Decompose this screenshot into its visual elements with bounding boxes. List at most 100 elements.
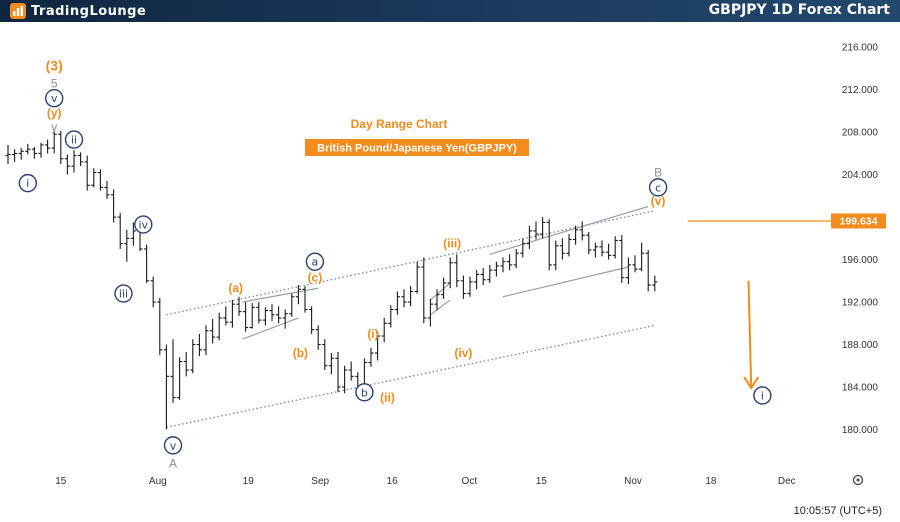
- ohlc-bar[interactable]: [256, 302, 262, 324]
- ohlc-bar[interactable]: [309, 306, 315, 334]
- ohlc-bar[interactable]: [460, 275, 466, 299]
- ohlc-bar[interactable]: [507, 254, 513, 271]
- ohlc-bar[interactable]: [368, 347, 374, 367]
- ohlc-bar[interactable]: [447, 257, 453, 289]
- ohlc-bar[interactable]: [546, 219, 552, 271]
- ohlc-bar[interactable]: [183, 351, 189, 377]
- ohlc-bar[interactable]: [441, 277, 447, 299]
- ohlc-bar[interactable]: [645, 250, 651, 292]
- ohlc-bar[interactable]: [210, 319, 216, 344]
- ohlc-bar[interactable]: [51, 130, 57, 154]
- ohlc-bar[interactable]: [64, 154, 70, 175]
- ohlc-bar[interactable]: [12, 149, 18, 162]
- ohlc-bar[interactable]: [177, 357, 183, 400]
- ohlc-bar[interactable]: [375, 331, 381, 361]
- ohlc-bar[interactable]: [78, 152, 84, 167]
- ohlc-bar[interactable]: [328, 353, 334, 375]
- ohlc-bar[interactable]: [520, 238, 526, 258]
- ohlc-bar[interactable]: [566, 234, 572, 257]
- ohlc-bar[interactable]: [480, 268, 486, 286]
- ohlc-bar[interactable]: [625, 257, 631, 284]
- ohlc-bar[interactable]: [388, 305, 394, 328]
- ohlc-bar[interactable]: [348, 361, 354, 381]
- ohlc-bar[interactable]: [394, 291, 400, 315]
- price-chart[interactable]: (3)5v(y)yiiiiviiivA(a)(b)a(c)b(i)(ii)(ii…: [0, 22, 900, 500]
- gear-ring: [852, 474, 864, 486]
- ohlc-bar[interactable]: [269, 304, 275, 322]
- ohlc-bar[interactable]: [632, 255, 638, 273]
- ohlc-bar[interactable]: [170, 339, 176, 403]
- ohlc-bar[interactable]: [612, 236, 618, 259]
- ohlc-bar[interactable]: [599, 240, 605, 257]
- ohlc-bar[interactable]: [493, 261, 499, 277]
- ohlc-bar[interactable]: [144, 244, 150, 283]
- ohlc-bar[interactable]: [526, 225, 532, 249]
- ohlc-bar[interactable]: [579, 221, 585, 241]
- ohlc-bar[interactable]: [302, 286, 308, 313]
- ohlc-bar[interactable]: [97, 169, 103, 191]
- ohlc-bar[interactable]: [619, 235, 625, 283]
- ohlc-bar[interactable]: [157, 297, 163, 356]
- ohlc-bar[interactable]: [414, 261, 420, 294]
- ohlc-bar[interactable]: [25, 143, 31, 155]
- ohlc-bar[interactable]: [559, 238, 565, 260]
- ohlc-bar[interactable]: [381, 317, 387, 343]
- ohlc-bar[interactable]: [282, 309, 288, 329]
- ohlc-bar[interactable]: [639, 242, 645, 272]
- ohlc-bar[interactable]: [467, 276, 473, 297]
- ohlc-bar[interactable]: [91, 168, 97, 188]
- ohlc-bar[interactable]: [315, 325, 321, 350]
- ohlc-bar[interactable]: [289, 293, 295, 317]
- ohlc-bar[interactable]: [229, 299, 235, 328]
- ohlc-bar[interactable]: [243, 302, 249, 332]
- ohlc-bar[interactable]: [421, 257, 427, 324]
- ohlc-bar[interactable]: [487, 264, 493, 283]
- ohlc-bar[interactable]: [130, 222, 136, 246]
- ohlc-bar[interactable]: [606, 243, 612, 260]
- ohlc-bar[interactable]: [586, 231, 592, 255]
- ohlc-bar[interactable]: [58, 131, 64, 165]
- ohlc-bar[interactable]: [117, 212, 123, 249]
- brand-logo[interactable]: TradingLounge: [10, 2, 146, 20]
- ohlc-bar[interactable]: [111, 189, 117, 223]
- ohlc-bar[interactable]: [474, 270, 480, 290]
- ohlc-bar[interactable]: [540, 217, 546, 239]
- ohlc-bar[interactable]: [335, 351, 341, 393]
- ohlc-bar[interactable]: [104, 181, 110, 200]
- ohlc-bar[interactable]: [295, 285, 301, 305]
- ohlc-bar[interactable]: [216, 312, 222, 341]
- ohlc-bar[interactable]: [31, 147, 37, 159]
- ohlc-bar[interactable]: [223, 306, 229, 326]
- ohlc-bar[interactable]: [434, 289, 440, 311]
- ohlc-bar[interactable]: [322, 339, 328, 370]
- ohlc-bar[interactable]: [553, 240, 559, 271]
- ohlc-bar[interactable]: [124, 229, 130, 262]
- ohlc-bar[interactable]: [38, 142, 44, 158]
- ohlc-bar[interactable]: [408, 286, 414, 307]
- ohlc-bar[interactable]: [342, 365, 348, 394]
- ohlc-bar[interactable]: [652, 275, 658, 292]
- ohlc-bar[interactable]: [45, 139, 51, 154]
- ohlc-bar[interactable]: [401, 289, 407, 308]
- ohlc-bar[interactable]: [533, 221, 539, 240]
- ohlc-bar[interactable]: [427, 298, 433, 327]
- ohlc-bar[interactable]: [196, 333, 202, 357]
- settings-gear-icon[interactable]: [852, 474, 864, 486]
- ohlc-bar[interactable]: [573, 225, 579, 245]
- ohlc-bar[interactable]: [203, 325, 209, 356]
- ohlc-bar[interactable]: [500, 257, 506, 273]
- ohlc-bar[interactable]: [454, 254, 460, 288]
- ohlc-bar[interactable]: [262, 307, 268, 326]
- ohlc-bar[interactable]: [236, 296, 242, 316]
- ohlc-bar[interactable]: [190, 339, 196, 374]
- ohlc-bar[interactable]: [18, 148, 24, 160]
- ohlc-bar[interactable]: [84, 155, 90, 191]
- ohlc-bar[interactable]: [249, 303, 255, 329]
- ohlc-bar[interactable]: [592, 242, 598, 258]
- ohlc-bar[interactable]: [513, 248, 519, 269]
- ohlc-bar[interactable]: [71, 150, 77, 173]
- ohlc-bar[interactable]: [150, 276, 156, 308]
- ohlc-bar[interactable]: [163, 344, 169, 430]
- ohlc-bar[interactable]: [5, 144, 11, 165]
- ohlc-bar[interactable]: [276, 306, 282, 324]
